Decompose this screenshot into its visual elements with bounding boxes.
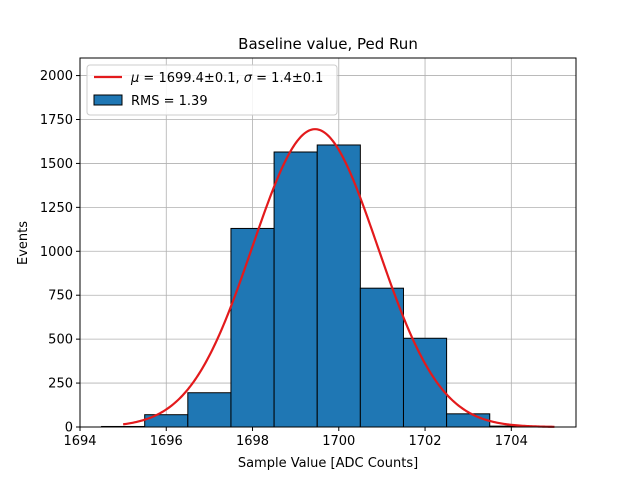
y-tick-label: 1750: [40, 113, 73, 128]
y-tick-label: 250: [48, 377, 73, 392]
legend: μ = 1699.4±0.1, σ = 1.4±0.1 RMS = 1.39: [86, 64, 338, 116]
y-tick-label: 0: [65, 421, 73, 436]
gaussian-fit-curve: [122, 128, 555, 428]
legend-mu-value: = 1699.4±0.1,: [139, 71, 243, 86]
y-tick-label: 1500: [40, 157, 73, 172]
legend-histogram-swatch: [93, 94, 123, 106]
histogram-bar: [446, 413, 491, 428]
x-tick-label: 1696: [150, 434, 183, 449]
y-tick-label: 1000: [40, 245, 73, 260]
legend-histogram-label: RMS = 1.39: [131, 94, 208, 109]
legend-sigma-value: = 1.4±0.1: [252, 71, 323, 86]
x-axis-ticks: 1694 1696 1698 1700 1702 1704: [63, 427, 528, 449]
x-tick-label: 1700: [322, 434, 355, 449]
y-tick-label: 750: [48, 289, 73, 304]
y-tick-label: 2000: [40, 69, 73, 84]
legend-fit-label: μ = 1699.4±0.1, σ = 1.4±0.1: [130, 71, 323, 86]
plot-frame: [79, 57, 577, 428]
histogram-bar: [402, 337, 448, 428]
histogram-bar: [230, 227, 275, 428]
legend-box: [86, 64, 338, 116]
x-tick-label: 1702: [408, 434, 441, 449]
histogram-bar: [187, 392, 232, 428]
x-tick-label: 1698: [236, 434, 269, 449]
y-axis-ticks: 0 250 500 750 1000 1250 1500 1750 2000: [40, 69, 80, 436]
x-tick-label: 1694: [63, 434, 96, 449]
histogram-bar: [359, 287, 404, 428]
y-axis-label: Events: [16, 221, 31, 265]
histogram-bars: [101, 144, 534, 428]
x-tick-label: 1704: [495, 434, 528, 449]
histogram-bar: [316, 144, 361, 428]
legend-sigma-symbol: σ: [244, 71, 253, 86]
histogram-bar: [273, 151, 318, 428]
y-tick-label: 1250: [40, 201, 73, 216]
legend-mu-symbol: μ: [130, 71, 139, 86]
y-tick-label: 500: [48, 333, 73, 348]
chart-title: Baseline value, Ped Run: [238, 35, 418, 53]
x-axis-label: Sample Value [ADC Counts]: [238, 456, 418, 471]
